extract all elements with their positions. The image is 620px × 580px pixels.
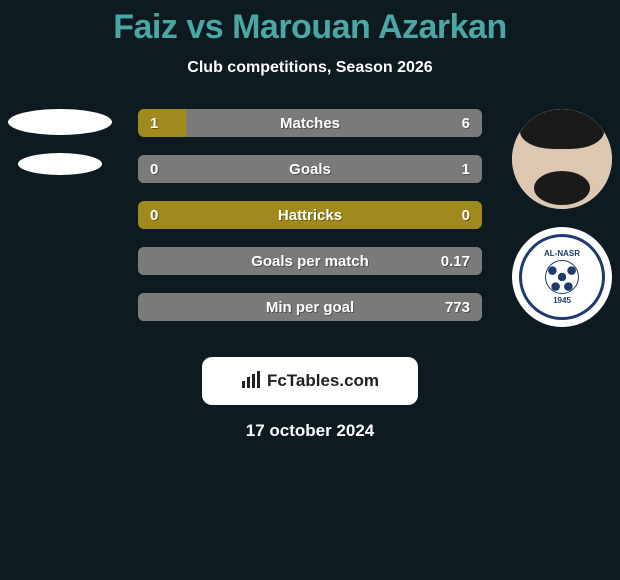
stat-bar: Goals per match0.17 <box>138 247 482 275</box>
left-avatar-column <box>0 109 120 175</box>
stat-right-value: 0.17 <box>441 253 470 270</box>
club-logo-icon: AL-NASR 1945 <box>519 234 605 320</box>
player-face-icon <box>512 109 612 209</box>
vs-separator: vs <box>186 8 223 46</box>
right-player-avatar <box>512 109 612 209</box>
player-right-name: Marouan Azarkan <box>232 8 507 46</box>
stat-label: Goals per match <box>138 253 482 270</box>
stat-right-value: 6 <box>462 115 470 132</box>
club-logo-year: 1945 <box>553 296 571 305</box>
stat-right-value: 0 <box>462 207 470 224</box>
date-text: 17 october 2024 <box>0 421 620 441</box>
stat-bar: 0Hattricks0 <box>138 201 482 229</box>
stat-right-value: 1 <box>462 161 470 178</box>
stats-panel: AL-NASR 1945 1Matches60Goals10Hattricks0… <box>0 109 620 339</box>
stat-right-value: 773 <box>445 299 470 316</box>
left-player-avatar-placeholder <box>8 109 112 135</box>
brand-badge: FcTables.com <box>202 357 418 405</box>
stat-label: Hattricks <box>138 207 482 224</box>
page-title: Faiz vs Marouan Azarkan <box>0 0 620 47</box>
stat-bar: Min per goal773 <box>138 293 482 321</box>
player-left-name: Faiz <box>113 8 177 46</box>
right-club-avatar: AL-NASR 1945 <box>512 227 612 327</box>
brand-text: FcTables.com <box>267 371 379 391</box>
comparison-infographic: Faiz vs Marouan Azarkan Club competition… <box>0 0 620 580</box>
stat-label: Goals <box>138 161 482 178</box>
club-logo-text: AL-NASR <box>544 249 580 258</box>
stat-bars: 1Matches60Goals10Hattricks0Goals per mat… <box>138 109 482 321</box>
right-avatar-column: AL-NASR 1945 <box>500 109 620 327</box>
stat-label: Matches <box>138 115 482 132</box>
left-club-avatar-placeholder <box>18 153 102 175</box>
bar-chart-icon <box>241 371 261 392</box>
stat-bar: 0Goals1 <box>138 155 482 183</box>
stat-label: Min per goal <box>138 299 482 316</box>
soccer-ball-icon <box>545 260 579 294</box>
stat-bar: 1Matches6 <box>138 109 482 137</box>
subtitle: Club competitions, Season 2026 <box>0 59 620 77</box>
